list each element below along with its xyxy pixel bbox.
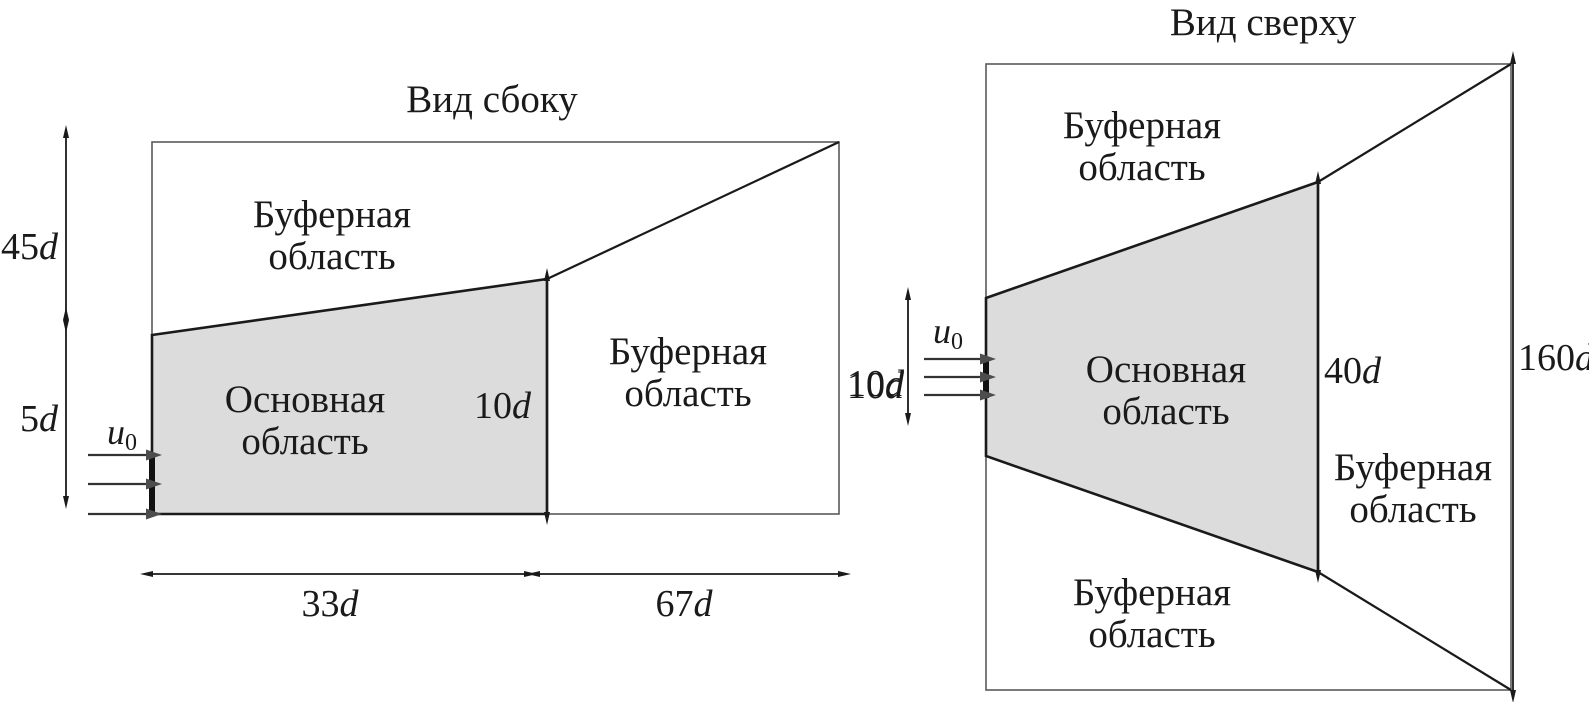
svg-text:Буферная: Буферная [1063,104,1221,147]
svg-text:область: область [1088,613,1215,656]
svg-text:область: область [1078,146,1205,189]
svg-text:область: область [268,235,395,278]
svg-text:5d: 5d [20,398,59,440]
svg-text:Буферная: Буферная [1073,571,1231,614]
svg-text:область: область [241,420,368,463]
svg-text:67d: 67d [656,583,714,625]
svg-text:Вид сверху: Вид сверху [1170,1,1357,44]
svg-text:33d: 33d [302,583,360,625]
svg-text:Основная: Основная [1086,348,1246,391]
svg-text:160d: 160d [1518,337,1589,379]
svg-text:Буферная: Буферная [253,193,411,236]
svg-text:область: область [1349,488,1476,531]
svg-text:Буферная: Буферная [609,330,767,373]
svg-text:45d: 45d [1,226,59,268]
svg-text:Основная: Основная [225,378,385,421]
svg-text:Вид сбоку: Вид сбоку [406,78,578,121]
svg-text:область: область [1102,390,1229,433]
svg-text:10d: 10d [847,363,905,405]
svg-text:10d: 10d [474,385,532,427]
svg-text:40d: 40d [1324,350,1382,392]
svg-text:область: область [624,372,751,415]
svg-text:Буферная: Буферная [1334,446,1492,489]
